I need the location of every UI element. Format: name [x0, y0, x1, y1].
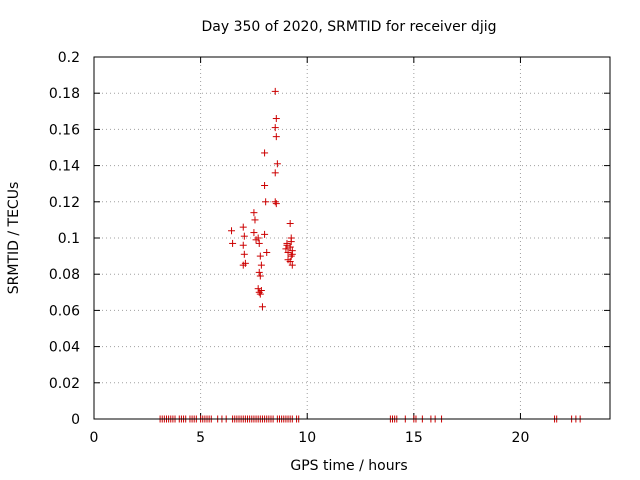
data-point: [256, 290, 264, 298]
data-point: [255, 268, 263, 276]
data-point: [228, 227, 236, 235]
data-point: [263, 248, 271, 256]
y-tick-label: 0.14: [49, 159, 80, 175]
data-point: [261, 149, 269, 157]
y-tick-label: 0.02: [49, 376, 80, 392]
data-point: [261, 230, 269, 238]
x-tick-label: 0: [90, 430, 99, 446]
y-tick-label: 0.08: [49, 267, 80, 283]
y-tick-label: 0.06: [49, 303, 80, 319]
data-point: [271, 124, 279, 132]
y-tick-label: 0.1: [58, 231, 80, 247]
data-point: [287, 234, 295, 242]
y-tick-label: 0.18: [49, 86, 80, 102]
x-tick-label: 5: [196, 430, 205, 446]
tick-layer: 0 0.02 0.04 0.06 0.08 0.1 0.12 0.14 0.16 0.18 0.2 0…: [49, 50, 610, 446]
data-point: [256, 272, 264, 280]
data-point: [286, 220, 294, 228]
y-axis-label: SRMTID / TECUs: [6, 182, 22, 295]
data-point: [271, 198, 279, 206]
x-tick-label: 15: [405, 430, 423, 446]
data-point: [284, 248, 292, 256]
data-point: [283, 239, 291, 247]
y-tick-label: 0.2: [58, 50, 80, 66]
data-point: [250, 209, 258, 217]
data-point: [286, 243, 294, 251]
data-point: [251, 216, 259, 224]
data-point: [254, 234, 262, 242]
data-point: [240, 250, 248, 258]
x-tick-label: 10: [298, 430, 316, 446]
x-axis-label: GPS time / hours: [290, 458, 407, 474]
data-point: [254, 285, 262, 293]
grid-layer: [94, 57, 610, 419]
data-point: [239, 261, 247, 269]
data-point: [288, 250, 296, 258]
data-point: [271, 87, 279, 95]
data-point: [272, 133, 280, 141]
data-point: [229, 239, 237, 247]
data-point: [256, 252, 264, 260]
data-point: [262, 198, 270, 206]
y-tick-label: 0.04: [49, 340, 80, 356]
points-layer: [156, 87, 584, 423]
data-point: [239, 223, 247, 231]
data-point: [272, 115, 280, 123]
data-point: [288, 261, 296, 269]
data-point: [273, 160, 281, 168]
data-point: [272, 200, 280, 208]
data-point: [255, 239, 263, 247]
plot-frame: [93, 56, 611, 420]
data-point: [257, 286, 265, 294]
x-tick-label: 20: [512, 430, 530, 446]
chart-title: Day 350 of 2020, SRMTID for receiver dji…: [202, 19, 497, 35]
data-point: [258, 303, 266, 311]
data-point: [239, 241, 247, 249]
data-point: [271, 169, 279, 177]
data-point: [284, 256, 292, 264]
data-point: [282, 245, 290, 253]
y-tick-label: 0: [71, 412, 80, 428]
data-point: [257, 261, 265, 269]
y-tick-label: 0.12: [49, 195, 80, 211]
data-point: [240, 232, 248, 240]
y-tick-label: 0.16: [49, 122, 80, 138]
data-point: [261, 182, 269, 190]
data-point: [287, 252, 295, 260]
data-point: [250, 229, 258, 237]
